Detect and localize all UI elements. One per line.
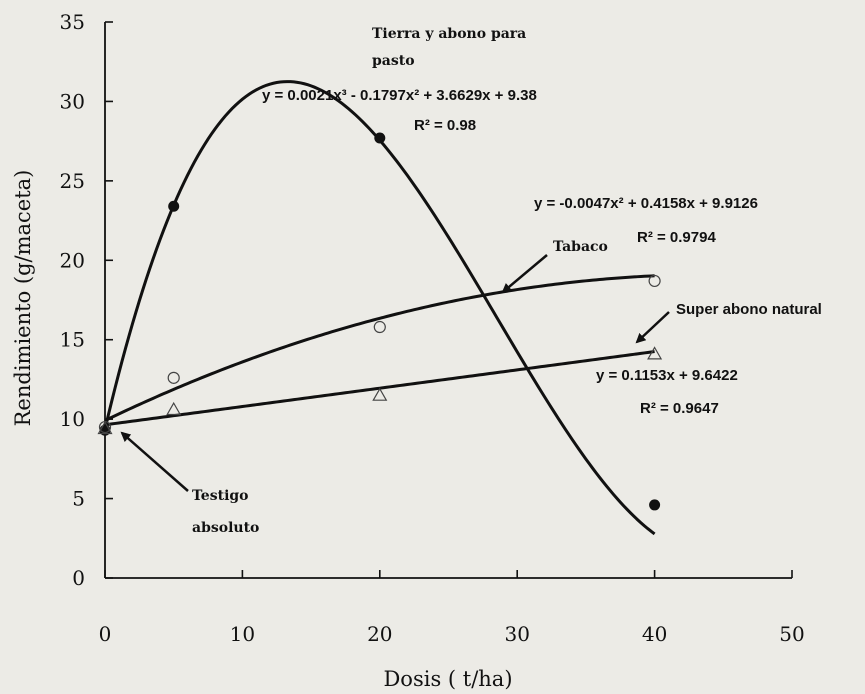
data-points: [97, 132, 663, 511]
data-point-series-0: [374, 132, 386, 144]
testigo-arrow: [120, 431, 189, 492]
fit-curves: [103, 80, 656, 536]
data-point-series-0: [168, 200, 180, 212]
tierra-r-squared: R² = 0.98: [414, 117, 476, 134]
y-tick-label: 10: [60, 407, 85, 431]
testigo-label-line1: Testigo: [192, 488, 249, 504]
tabaco-arrow: [501, 254, 548, 294]
tabaco-r-squared: R² = 0.9794: [637, 229, 716, 246]
axes: 0 5 10 15 20 25 30 35 0 10 20 30 40 50: [60, 10, 805, 646]
y-tick-label: 15: [60, 328, 85, 352]
y-tick-label: 35: [60, 10, 85, 34]
data-point-series-1: [167, 371, 180, 384]
y-tick-label: 0: [72, 566, 85, 590]
super-equation: y = 0.1153x + 9.6422: [596, 367, 738, 384]
data-point-series-0: [649, 499, 661, 511]
y-axis-title: Rendimiento (g/maceta): [11, 170, 35, 427]
x-tick-label: 20: [367, 622, 392, 646]
fit-curve-series-0: [103, 80, 656, 536]
x-tick-label: 0: [99, 622, 112, 646]
x-tick-label: 10: [230, 622, 255, 646]
fit-curve-series-1: [104, 274, 655, 422]
y-tick-label: 25: [60, 169, 85, 193]
data-point-series-2: [647, 346, 663, 360]
tierra-label-line2: pasto: [372, 53, 415, 69]
data-point-series-2: [97, 420, 113, 435]
x-tick-label: 30: [504, 622, 529, 646]
x-axis-title: Dosis ( t/ha): [383, 667, 512, 691]
y-tick-label: 30: [60, 89, 85, 113]
super-label: Super abono natural: [676, 301, 822, 318]
data-point-series-2: [166, 401, 182, 416]
testigo-label-line2: absoluto: [192, 520, 259, 536]
tabaco-equation: y = -0.0047x² + 0.4158x + 9.9126: [534, 195, 758, 212]
tierra-equation: y = 0.0021x³ - 0.1797x² + 3.6629x + 9.38: [262, 87, 537, 104]
super-arrow: [635, 311, 670, 344]
tierra-label-line1: Tierra y abono para: [372, 26, 526, 42]
x-tick-label: 50: [779, 622, 804, 646]
data-point-series-1: [648, 274, 661, 288]
y-tick-label: 5: [72, 487, 85, 511]
tabaco-label: Tabaco: [553, 239, 608, 255]
y-tick-label: 20: [60, 248, 85, 272]
super-r-squared: R² = 0.9647: [640, 400, 719, 417]
data-point-series-2: [372, 387, 388, 401]
data-point-series-1: [373, 320, 386, 334]
x-tick-label: 40: [642, 622, 667, 646]
